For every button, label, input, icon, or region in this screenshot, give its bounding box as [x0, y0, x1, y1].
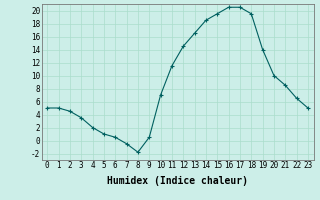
X-axis label: Humidex (Indice chaleur): Humidex (Indice chaleur) [107, 176, 248, 186]
